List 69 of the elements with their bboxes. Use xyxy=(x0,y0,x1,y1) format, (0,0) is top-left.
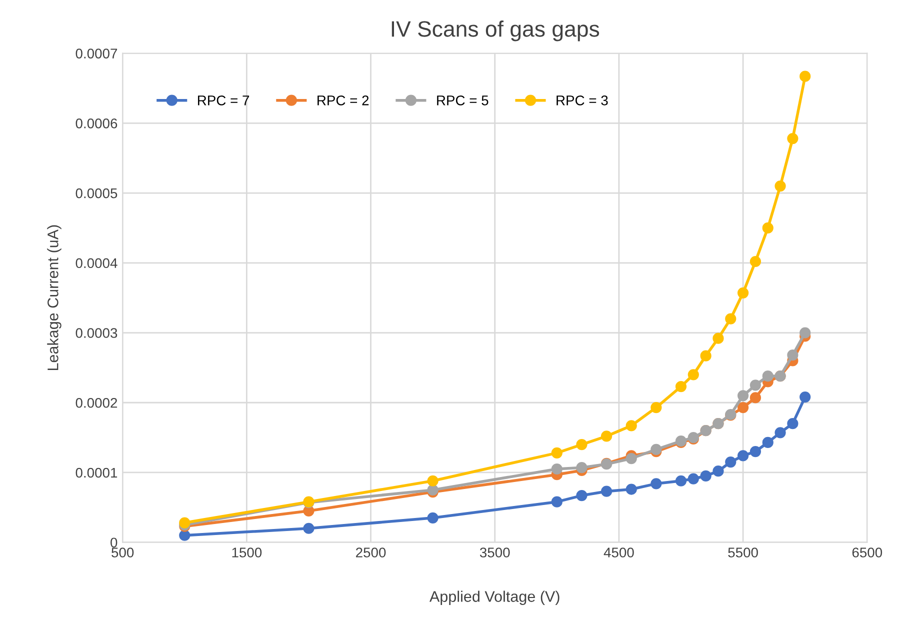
y-tick-label: 0.0006 xyxy=(76,118,118,128)
y-tick-label: 0.0001 xyxy=(76,468,118,478)
point xyxy=(576,438,588,450)
point xyxy=(762,370,774,382)
point xyxy=(303,522,314,534)
point xyxy=(626,452,637,464)
point xyxy=(700,470,712,482)
point xyxy=(626,484,637,495)
point xyxy=(750,446,762,458)
point xyxy=(725,456,736,468)
point xyxy=(427,475,438,486)
x-axis-title: Applied Voltage (V) xyxy=(429,590,560,605)
point xyxy=(712,332,724,344)
y-tick-label: 0.0004 xyxy=(76,258,118,268)
point xyxy=(600,486,612,497)
y-tick-label: 0 xyxy=(110,538,118,548)
legend-label: RPC = 3 xyxy=(556,96,608,106)
point xyxy=(551,496,562,508)
point xyxy=(675,475,687,486)
point xyxy=(800,391,811,403)
point xyxy=(551,447,562,458)
point xyxy=(650,478,662,490)
point xyxy=(774,180,786,192)
point xyxy=(762,222,774,234)
y-axis-title: Leakage Current (uA) xyxy=(47,225,62,370)
legend-label: RPC = 7 xyxy=(198,96,250,106)
point xyxy=(675,381,687,392)
point xyxy=(737,390,749,402)
point xyxy=(551,463,562,475)
chart-title: IV Scans of gas gaps xyxy=(392,20,600,42)
point xyxy=(750,256,762,268)
y-tick-label: 0.0005 xyxy=(76,188,118,198)
point xyxy=(787,418,798,430)
point xyxy=(427,512,438,524)
point xyxy=(750,380,762,391)
point xyxy=(750,392,762,404)
point xyxy=(800,327,811,338)
x-tick-label: 2500 xyxy=(356,548,386,558)
x-tick-label: 3500 xyxy=(480,548,510,558)
point xyxy=(600,430,612,442)
point xyxy=(800,70,811,82)
point xyxy=(737,450,749,462)
point xyxy=(576,462,588,474)
point xyxy=(787,350,798,361)
legend-label: RPC = 5 xyxy=(437,96,488,106)
point xyxy=(712,466,724,477)
legend-label: RPC = 2 xyxy=(318,96,369,106)
point xyxy=(774,427,786,438)
y-tick-label: 0.0007 xyxy=(76,48,118,58)
point xyxy=(737,287,749,298)
point xyxy=(725,313,736,324)
y-tick-label: 0.0002 xyxy=(76,398,118,408)
point xyxy=(787,132,798,144)
point xyxy=(688,369,699,380)
point xyxy=(762,436,774,448)
point xyxy=(626,420,637,432)
x-tick-label: 5500 xyxy=(728,548,758,558)
x-tick-label: 1500 xyxy=(232,548,262,558)
point xyxy=(576,490,588,502)
point xyxy=(737,402,749,414)
point xyxy=(179,530,190,541)
x-tick-label: 500 xyxy=(112,548,134,558)
point xyxy=(700,350,712,362)
point xyxy=(688,473,699,484)
point xyxy=(650,444,662,455)
x-tick-label: 6500 xyxy=(852,548,882,558)
y-tick-label: 0.0003 xyxy=(76,328,118,338)
point xyxy=(650,402,662,414)
x-tick-label: 4500 xyxy=(604,548,634,558)
